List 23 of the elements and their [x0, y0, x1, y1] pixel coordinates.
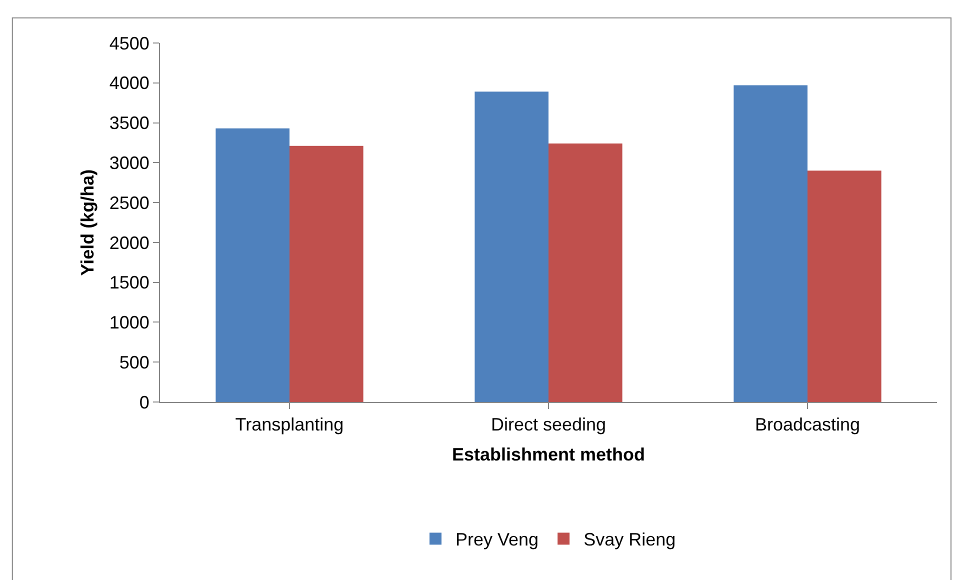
- legend-label: Svay Rieng: [584, 530, 676, 550]
- bar: [474, 92, 548, 402]
- y-tick-label: 4000: [109, 73, 150, 94]
- bar: [548, 144, 622, 402]
- x-tick-label: Direct seeding: [490, 414, 606, 435]
- y-tick-label: 2000: [109, 232, 150, 253]
- y-tick-label: 3500: [109, 113, 150, 134]
- bar: [734, 85, 808, 402]
- bar: [290, 146, 364, 402]
- y-tick-label: 2500: [109, 192, 150, 213]
- bar: [808, 170, 882, 402]
- x-axis-title: Establishment method: [452, 444, 646, 465]
- x-tick-label: Broadcasting: [754, 414, 860, 435]
- y-tick-label: 500: [119, 352, 150, 372]
- y-tick-label: 0: [139, 392, 150, 412]
- bar: [216, 128, 290, 402]
- legend-label: Prey Veng: [456, 530, 539, 550]
- y-axis-title: Yield (kg/ha): [78, 169, 98, 276]
- y-tick-label: 1000: [109, 312, 150, 333]
- y-tick-label: 4500: [109, 33, 150, 54]
- y-tick-label: 3000: [109, 152, 150, 173]
- y-tick-label: 1500: [109, 272, 150, 293]
- x-tick-label: Transplanting: [235, 414, 344, 435]
